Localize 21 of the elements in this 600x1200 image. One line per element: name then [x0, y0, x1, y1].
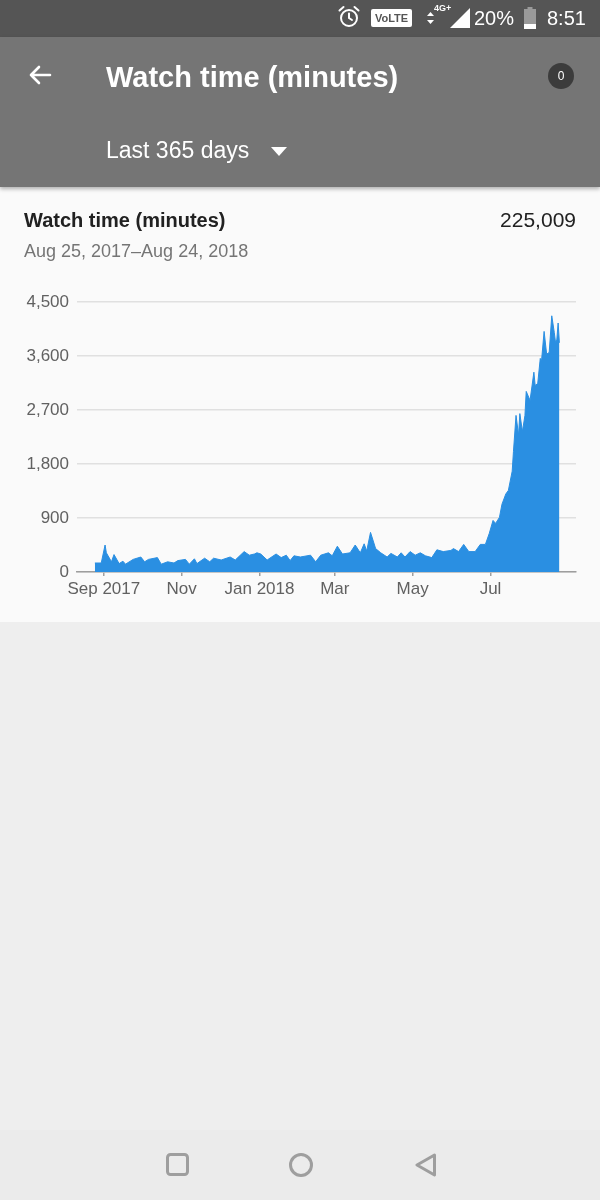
y-tick-label: 3,600 — [26, 345, 69, 365]
x-tick-label: Mar — [320, 578, 350, 598]
text: 225,009 — [500, 207, 576, 233]
y-tick-label: 900 — [40, 507, 69, 527]
x-tick-label: May — [396, 578, 430, 598]
chart-title: Watch time (minutes) — [24, 208, 226, 233]
chart-subtitle: Aug 25, 2017–Aug 24, 2018 — [24, 240, 249, 262]
x-tick-label: Sep 2017 — [67, 578, 141, 598]
text: Last 365 days — [106, 136, 250, 165]
y-tick-label: 4,500 — [26, 291, 69, 311]
text: Watch time (minutes) — [106, 60, 399, 95]
y-tick-label: 1,800 — [26, 453, 69, 473]
text: 4G+ — [434, 3, 452, 14]
text: 8:51 — [547, 6, 586, 30]
x-tick-label: Jul — [479, 578, 502, 598]
text: VoLTE — [371, 9, 412, 27]
x-tick-label: Nov — [166, 578, 198, 598]
text: 20% — [474, 6, 515, 30]
y-tick-label: 2,700 — [26, 399, 69, 419]
y-tick-label: 0 — [59, 561, 69, 581]
x-tick-label: Jan 2018 — [224, 578, 295, 598]
